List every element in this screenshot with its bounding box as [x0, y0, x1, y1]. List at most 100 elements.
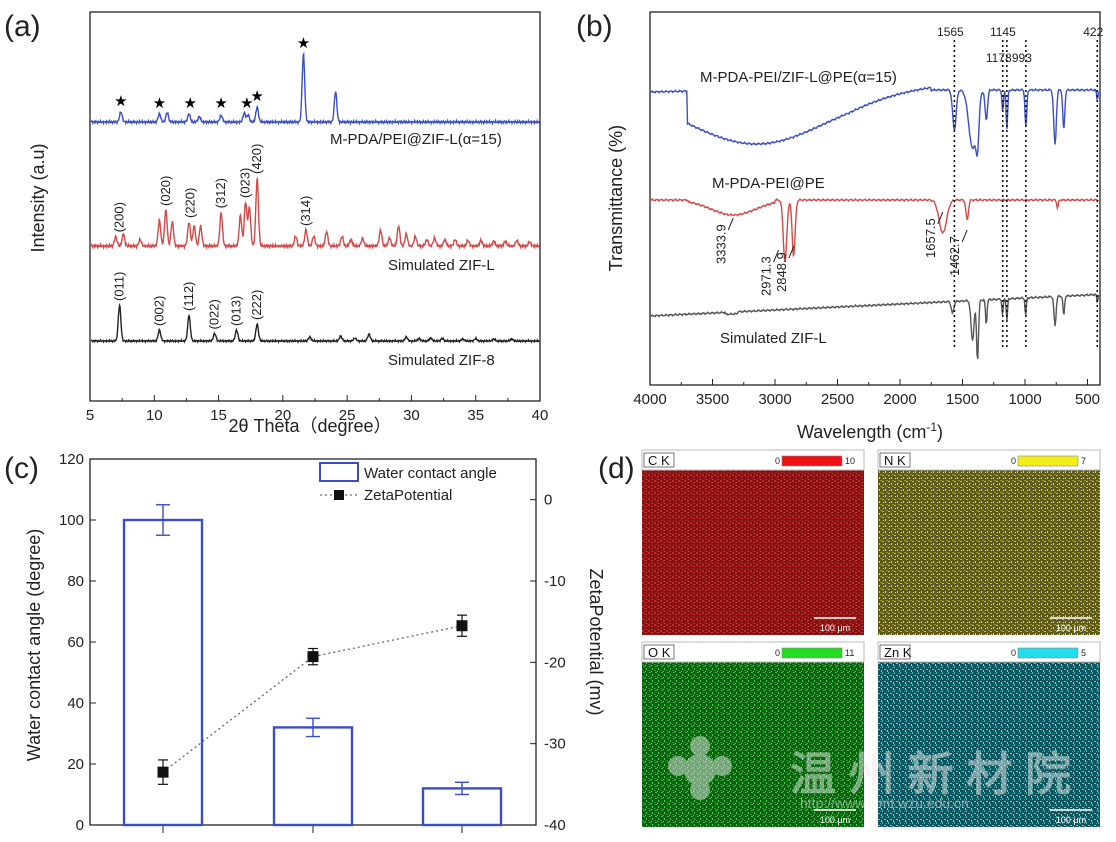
eds-element-label: N K [884, 453, 906, 468]
eds-scale-max: 5 [1081, 648, 1086, 658]
xrd-peak-star: ★ [240, 95, 253, 112]
eds-scale-min: 0 [775, 648, 780, 658]
eds-map-image [642, 470, 864, 635]
xrd-peak-label: (022) [207, 299, 222, 329]
ftir-peak-annotation: 2848.9 [774, 252, 789, 292]
panel-label-d: (d) [598, 452, 635, 485]
eds-map-n: N K 0 7 100 μm [877, 449, 1101, 635]
contact-angle-y-tick-label: 100 [59, 512, 84, 529]
legend-zeta-marker [334, 490, 344, 500]
ftir-x-tick-label: 2500 [821, 391, 854, 408]
ftir-plot-frame [649, 11, 1101, 386]
contact-angle-y-tick-label: 20 [67, 756, 84, 773]
eds-scale-bar [1017, 455, 1079, 467]
xrd-peak-label: (220) [182, 188, 197, 218]
xrd-peak-label: (222) [249, 290, 264, 320]
zeta-point [456, 620, 468, 632]
xrd-chart: 5 10 15 20 25 30 35 40 ★ ★ ★ ★ ★★★(200)(020) (220) (3… [28, 11, 549, 436]
eds-scale-min: 0 [1011, 648, 1016, 658]
contact-angle-bar [272, 726, 354, 827]
xrd-peak-label: (200) [112, 202, 127, 232]
watermark-logo [668, 736, 732, 800]
ftir-series-label-blue: M-PDA-PEI/ZIF-L@PE(α=15) [700, 69, 897, 86]
zeta-point [307, 651, 319, 663]
xrd-ylabel: Intensity (a.u) [28, 143, 48, 252]
xrd-x-tick-label: 5 [86, 407, 94, 424]
ftir-x-tick-label: 1000 [1008, 391, 1041, 408]
xrd-x-tick-label: 25 [339, 407, 356, 424]
xrd-series-line [90, 176, 540, 251]
ftir-x-tick-label: 500 [1075, 391, 1100, 408]
xrd-x-tick-label: 15 [210, 407, 227, 424]
xrd-peak-star: ★ [114, 93, 127, 110]
xrd-peak-label: (013) [229, 296, 244, 326]
legend-zeta-label: ZetaPotential [364, 487, 452, 504]
ftir-reference-label: 1565 [937, 25, 964, 39]
ftir-reference-label: 1145 [990, 25, 1016, 39]
eds-element-label: C K [648, 453, 670, 468]
contact-angle-chart: 0 20 40 60 80 100 120 0 -10 -20 -30 -40 Water conta… [24, 451, 606, 834]
eds-maps: C K 0 10 100 μm N K 0 7 100 μm O K 0 11 100 μm Zn K 0… [641, 449, 1101, 827]
xrd-x-tick-label: 10 [146, 407, 163, 424]
eds-element-label: O K [648, 645, 671, 660]
eds-scale-bar [781, 647, 843, 659]
ftir-x-tick-label: 3000 [758, 391, 791, 408]
contact-angle-ylabel: Water contact angle (degree) [24, 529, 44, 761]
ftir-ylabel: Transmittance (%) [606, 125, 626, 271]
contact-angle-y-tick-label: 80 [67, 573, 84, 590]
eds-element-label: Zn K [884, 645, 912, 660]
xrd-series-line [90, 51, 540, 127]
eds-scalebar-label: 100 μm [820, 815, 850, 825]
xrd-peak-label: (002) [151, 296, 166, 326]
panel-label-c: (c) [4, 452, 39, 485]
ftir-annotation-leader [727, 217, 734, 231]
xrd-series-label-red: Simulated ZIF-L [388, 257, 495, 274]
eds-scalebar-label: 100 μm [820, 623, 850, 633]
eds-map-image [642, 662, 864, 827]
ftir-peak-annotation: 1657.5 [923, 218, 938, 258]
contact-angle-y-tick-label: 40 [67, 695, 84, 712]
ftir-peak-annotation: 1462.7 [947, 236, 962, 276]
xrd-peak-label: (023) [238, 168, 253, 198]
contact-angle-plot-frame [89, 458, 537, 826]
watermark-url: http://www.ixmt.wzu.edu.cn [800, 795, 969, 811]
legend-bar-label: Water contact angle [364, 465, 497, 482]
ftir-chart: 4000 3500 3000 2500 2000 1500 1000 500 1565 1178… [606, 11, 1104, 442]
xrd-x-tick-label: 30 [403, 407, 420, 424]
xrd-peak-star: ★ [214, 95, 227, 112]
zeta-line [162, 625, 463, 773]
panel-label-a: (a) [4, 10, 41, 43]
zeta-point [157, 766, 169, 778]
ftir-reference-label: 422 [1083, 25, 1103, 39]
ftir-x-tick-label: 4000 [633, 391, 666, 408]
eds-element-box [643, 452, 675, 468]
legend-bar-swatch [319, 462, 359, 482]
ftir-x-tick-label: 1500 [946, 391, 979, 408]
contact-angle-y-tick-label: 60 [67, 634, 84, 651]
legend: Water contact angle ZetaPotential [319, 462, 497, 504]
ftir-annotation-leader [961, 229, 968, 243]
xrd-peak-label: (112) [181, 282, 196, 311]
eds-scale-bar [1017, 647, 1079, 659]
ftir-series-line [649, 86, 1100, 157]
eds-scale-min: 0 [1011, 456, 1016, 466]
xrd-peak-label: (020) [158, 176, 173, 206]
ftir-series-line [649, 197, 1100, 263]
contact-angle-y-tick-label: 0 [76, 817, 84, 834]
zeta-y-tick-label: -10 [544, 573, 566, 590]
eds-map-o: O K 0 11 100 μm [641, 641, 865, 827]
xrd-peak-star: ★ [153, 95, 166, 112]
eds-scalebar-label: 100 μm [1056, 815, 1086, 825]
panel-label-b: (b) [576, 10, 613, 43]
eds-element-box [643, 644, 675, 660]
eds-map-c: C K 0 10 100 μm [641, 449, 865, 635]
zeta-y-tick-label: -40 [544, 817, 566, 834]
eds-map-image [878, 662, 1100, 827]
xrd-peak-label: (011) [112, 272, 127, 301]
xrd-x-tick-label: 40 [532, 407, 549, 424]
xrd-x-tick-label: 35 [467, 407, 484, 424]
zeta-y-tick-label: -20 [544, 654, 566, 671]
ftir-x-tick-label: 3500 [696, 391, 729, 408]
ftir-reference-label: 1178 [986, 51, 1012, 65]
